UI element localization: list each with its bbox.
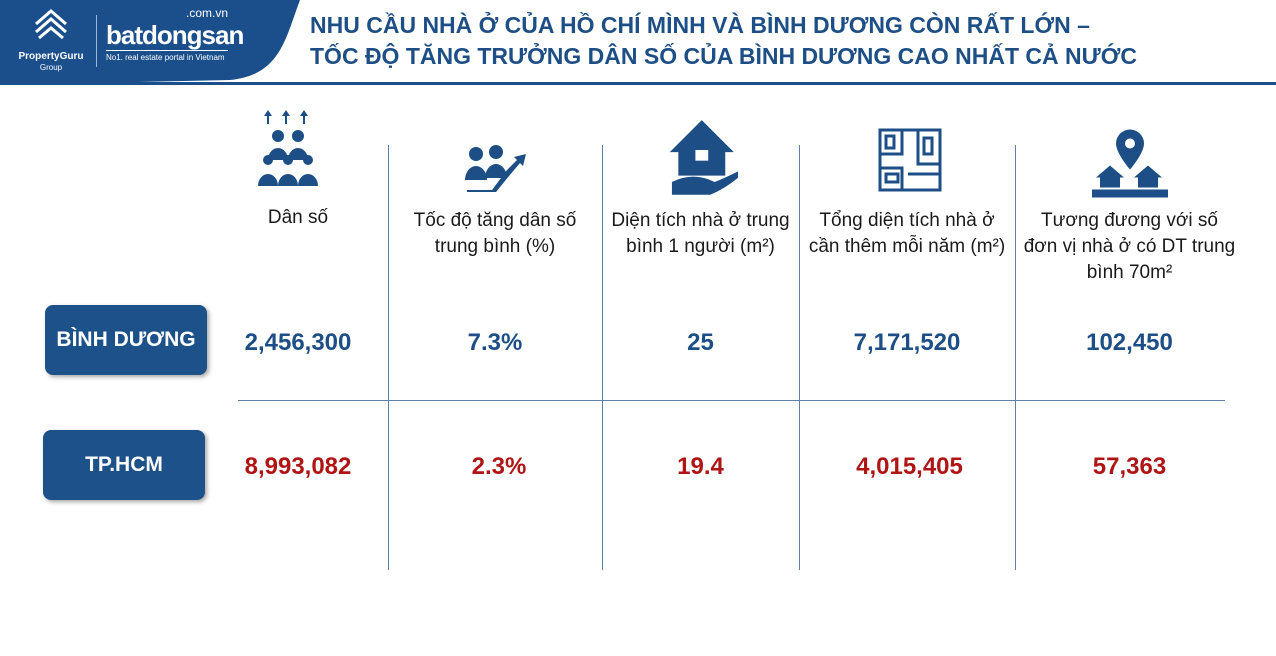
row-divider (238, 400, 1225, 401)
binh-duong-area-per-person: 25 (687, 329, 714, 356)
column-divider (388, 145, 389, 570)
batdongsan-logo: .com.vn batdongsan No1. real estate port… (106, 6, 244, 63)
row-label-tphcm: TP.HCM (43, 430, 205, 500)
location-houses-icon (1092, 129, 1168, 198)
propertyguru-logo-icon (35, 9, 67, 40)
house-in-hand-icon (669, 120, 739, 195)
tphcm-area-per-person: 19.4 (677, 453, 724, 480)
column-divider (1015, 145, 1016, 570)
tphcm-growth-rate: 2.3% (471, 453, 527, 480)
title-line-1: NHU CẦU NHÀ Ở CỦA HỒ CHÍ MÌNH VÀ BÌNH DƯ… (310, 12, 1090, 38)
binh-duong-area-needed: 7,171,520 (853, 329, 961, 356)
header-band (0, 0, 1276, 85)
tphcm-population: 8,993,082 (244, 453, 352, 480)
population-growth-icon (258, 110, 318, 186)
floor-plan-icon (878, 128, 942, 192)
logo-separator (96, 15, 97, 67)
page-title: NHU CẦU NHÀ Ở CỦA HỒ CHÍ MÌNH VÀ BÌNH DƯ… (310, 10, 1137, 72)
tphcm-units: 57,363 (1092, 453, 1167, 480)
propertyguru-name: PropertyGuru (18, 51, 84, 62)
batdongsan-name: batdongsan (106, 20, 244, 50)
propertyguru-logo: PropertyGuru Group (12, 6, 90, 73)
column-divider (602, 145, 603, 570)
batdongsan-domain: .com.vn (185, 6, 228, 20)
column-header-area-needed: Tổng diện tích nhà ở cần thêm mỗi năm (m… (808, 210, 1006, 257)
column-header-units-equivalent: Tương đương với số đơn vị nhà ở có DT tr… (1023, 210, 1236, 283)
title-line-2: TỐC ĐỘ TĂNG TRƯỞNG DÂN SỐ CỦA BÌNH DƯƠNG… (310, 43, 1137, 69)
tphcm-area-needed: 4,015,405 (856, 453, 963, 480)
column-header-growth-rate: Tốc độ tăng dân số trung bình (%) (413, 210, 577, 257)
column-header-area-per-person: Diện tích nhà ở trung bình 1 người (m²) (611, 210, 790, 257)
growth-rate-icon (465, 145, 526, 192)
binh-duong-units: 102,450 (1086, 329, 1173, 356)
column-header-population: Dân số (267, 207, 329, 228)
binh-duong-growth-rate: 7.3% (467, 329, 523, 356)
row-label-binh-duong: BÌNH DƯƠNG (45, 305, 207, 375)
batdongsan-tagline: No1. real estate portal in Vietnam (106, 50, 228, 63)
binh-duong-population: 2,456,300 (244, 329, 352, 356)
propertyguru-sub: Group (39, 63, 63, 72)
column-divider (799, 145, 800, 570)
